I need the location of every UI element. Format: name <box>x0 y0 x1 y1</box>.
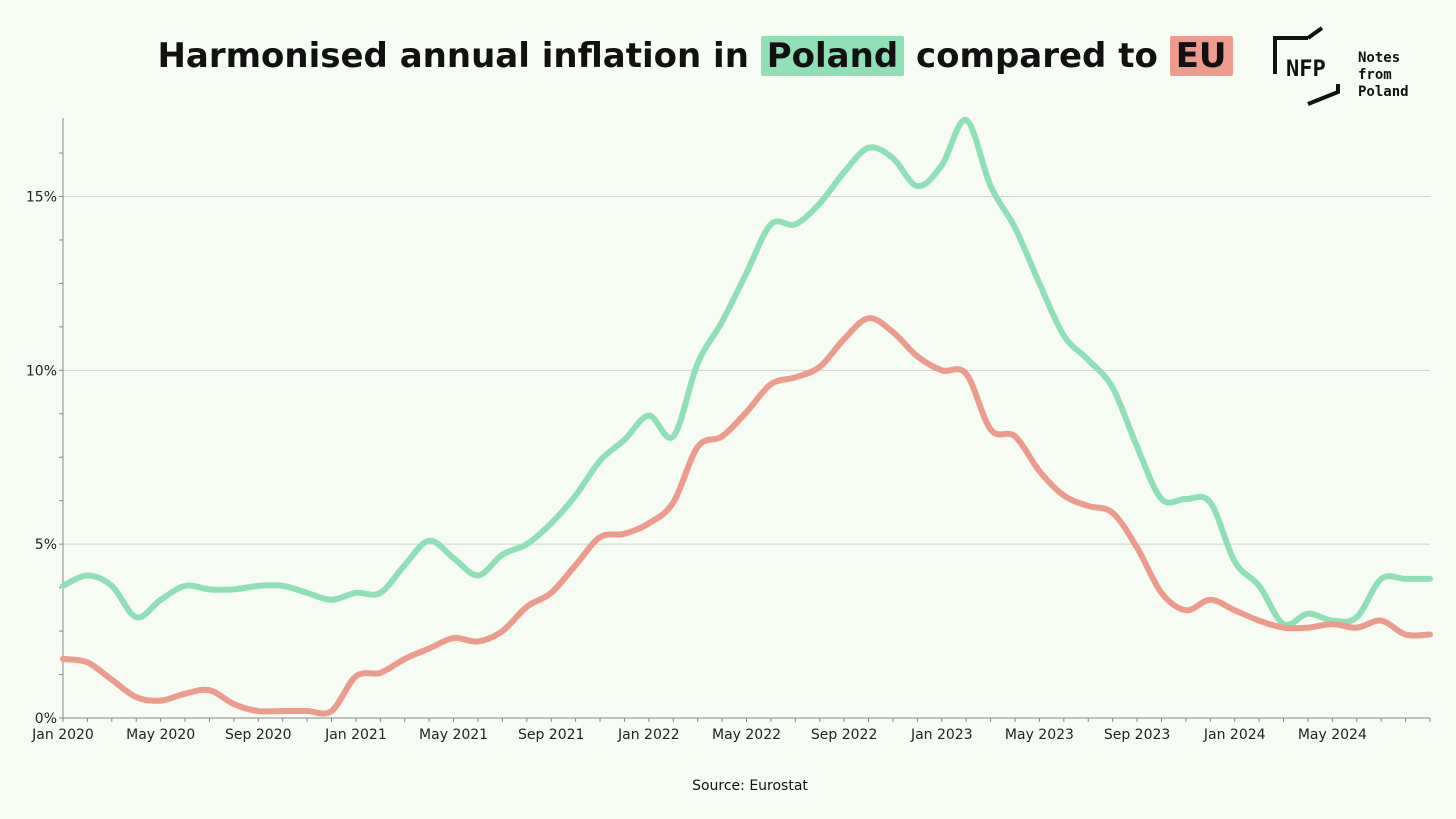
nfp-logo-mark-icon: NFP <box>1273 26 1340 106</box>
nfp-logo: NFP Notes from Poland <box>1272 26 1442 106</box>
x-tick-label: May 2021 <box>419 727 488 743</box>
x-tick-label: Sep 2020 <box>225 727 291 743</box>
logo-mark-text: NFP <box>1286 57 1326 82</box>
x-tick-label: Jan 2022 <box>617 727 680 743</box>
x-tick-label: May 2020 <box>126 727 195 743</box>
x-tick-label: Jan 2023 <box>910 727 973 743</box>
y-tick-label: 10% <box>26 363 57 379</box>
eu-series-line <box>60 315 1433 717</box>
source-note: Source: Eurostat <box>692 778 808 794</box>
x-tick-label: May 2022 <box>712 727 781 743</box>
title-eu-highlight: EU <box>1169 36 1233 76</box>
x-tick-label: Sep 2023 <box>1104 727 1170 743</box>
title-middle: compared to <box>904 36 1170 76</box>
x-tick-label: May 2023 <box>1005 727 1074 743</box>
y-tick-label: 15% <box>26 189 57 205</box>
y-tick-label: 0% <box>35 711 57 727</box>
x-tick-label: Jan 2024 <box>1203 727 1266 743</box>
x-tick-label: May 2024 <box>1298 727 1367 743</box>
logo-line-2: Poland <box>1358 84 1409 100</box>
x-tick-label: Jan 2021 <box>324 727 387 743</box>
chart-title: Harmonised annual inflation in Poland co… <box>0 36 1390 76</box>
poland-series-line <box>60 117 1433 628</box>
title-poland-highlight: Poland <box>760 36 905 76</box>
x-tick-label: Sep 2022 <box>811 727 877 743</box>
y-tick-label: 5% <box>35 537 57 553</box>
logo-line-1: Notes from <box>1358 50 1401 83</box>
logo-wordmark: Notes from Poland <box>1358 50 1442 101</box>
title-prefix: Harmonised annual inflation in <box>157 36 761 76</box>
x-tick-label: Sep 2021 <box>518 727 584 743</box>
x-tick-label: Jan 2020 <box>31 727 94 743</box>
